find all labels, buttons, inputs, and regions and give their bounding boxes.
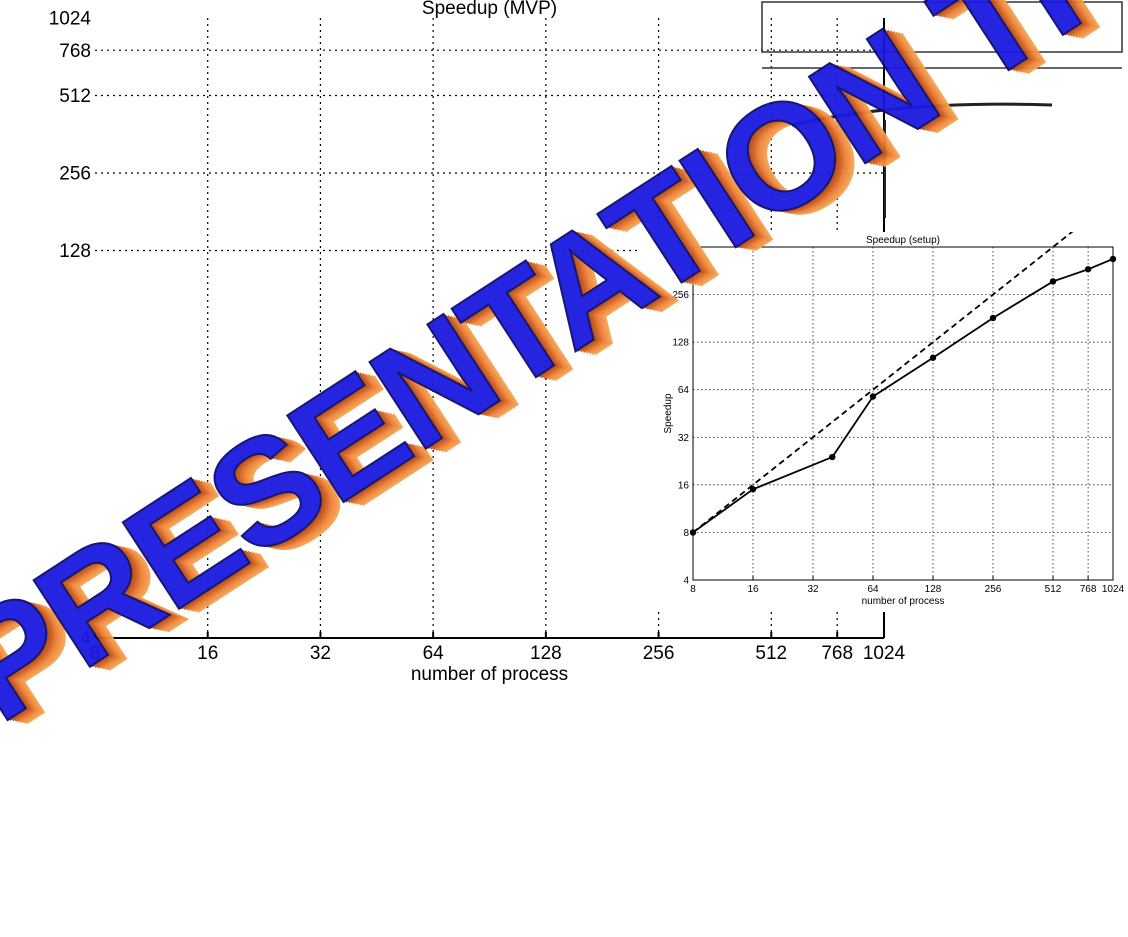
data-point: [869, 393, 877, 400]
x-tick-label: 256: [643, 643, 675, 664]
y-tick-label: 256: [672, 290, 689, 301]
chart-title: Speedup (setup): [866, 235, 940, 246]
chart-title: Speedup (MVP): [422, 0, 557, 19]
x-tick-label: 64: [867, 584, 879, 595]
inset-speedup-chart: 8 16 32 64 128 256 512 768 102448163264128256num…: [663, 232, 1125, 607]
speedup-line: [692, 258, 1114, 534]
y-tick-label: 128: [59, 241, 91, 262]
y-tick-label: 32: [678, 433, 690, 444]
x-tick-label: 128: [925, 584, 942, 595]
x-tick-label: 8: [690, 584, 696, 595]
y-tick-label: 128: [672, 338, 689, 349]
data-point: [929, 354, 937, 361]
y-tick-label: 512: [59, 86, 91, 107]
data-point: [1084, 266, 1092, 273]
x-tick-label: 1024: [1102, 584, 1125, 595]
x-tick-label: 128: [530, 643, 562, 664]
data-point: [829, 453, 836, 461]
x-tick-label: 512: [755, 643, 787, 664]
data-point: [1109, 255, 1117, 263]
x-tick-label: 256: [985, 584, 1002, 595]
document-fragment: [752, 0, 1126, 218]
y-axis-label: Speedup: [663, 393, 674, 433]
data-point: [989, 314, 997, 322]
y-tick-label: 1024: [49, 9, 92, 30]
y-tick-label: 768: [59, 41, 91, 62]
x-tick-label: 16: [197, 643, 218, 664]
x-tick-label: 768: [821, 643, 853, 664]
y-tick-label: 4: [80, 629, 91, 650]
x-tick-label: 32: [807, 584, 819, 595]
x-tick-label: 512: [1045, 584, 1062, 595]
y-tick-label: 8: [683, 528, 689, 539]
x-tick-label: 32: [310, 643, 331, 664]
y-tick-label: 64: [678, 385, 690, 396]
x-axis-label: number of process: [411, 664, 568, 685]
x-tick-label: 1024: [863, 643, 906, 664]
plot-frame: [692, 246, 1114, 581]
x-tick-label: 16: [747, 584, 759, 595]
x-tick-label: 8: [90, 643, 101, 664]
y-tick-label: 16: [678, 480, 690, 491]
data-point: [1049, 278, 1057, 285]
y-tick-label: 4: [683, 576, 689, 587]
inset-panel: 8 16 32 64 128 256 512 768 1024 4 8 16 32 64 128 256 num…: [640, 232, 1126, 612]
main-speedup-chart: 8 16 32 64 128 256 512 768 1024 4 128 256 512 768 1024…: [49, 0, 906, 685]
x-tick-label: 64: [423, 643, 445, 664]
data-point: [749, 486, 757, 493]
y-tick-label: 256: [59, 164, 91, 185]
x-tick-label: 768: [1080, 584, 1097, 595]
x-axis-label: number of process: [862, 596, 945, 607]
